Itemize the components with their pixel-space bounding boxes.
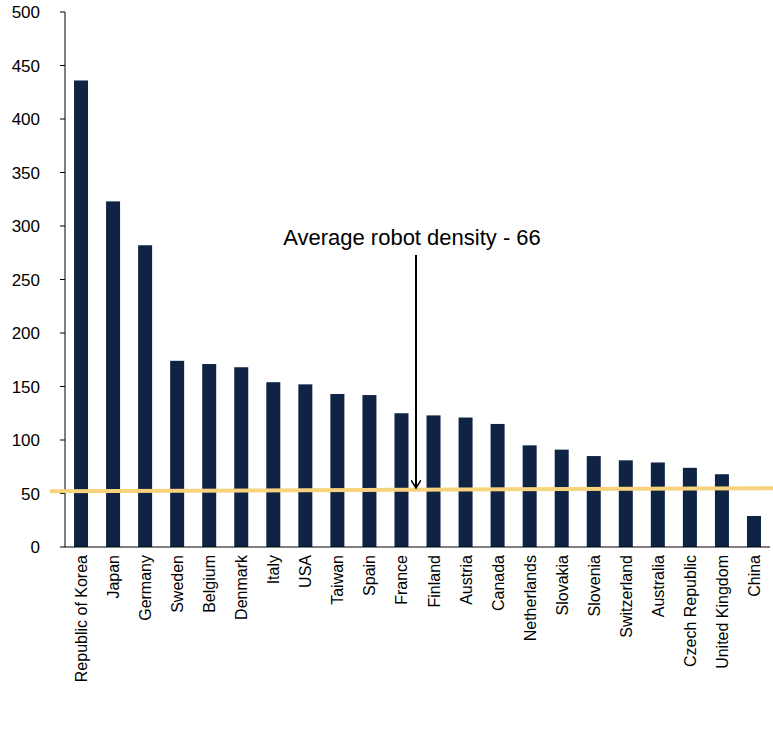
x-tick-label: Sweden: [169, 555, 186, 613]
bar: [330, 394, 344, 547]
y-tick: [60, 119, 65, 120]
x-tick-label: Netherlands: [522, 555, 539, 641]
reference-line: [50, 488, 773, 491]
y-tick: [60, 279, 65, 280]
x-tick-label: Czech Republic: [682, 555, 699, 667]
y-tick-label: 450: [12, 57, 40, 76]
y-tick: [60, 333, 65, 334]
x-tick-label: USA: [297, 555, 314, 588]
x-tick-label: Switzerland: [618, 555, 635, 638]
bar: [298, 384, 312, 547]
y-tick-label: 400: [12, 110, 40, 129]
bar: [362, 395, 376, 547]
x-axis: [65, 547, 770, 548]
y-tick: [60, 65, 65, 66]
annotation: Average robot density - 66: [283, 225, 541, 250]
x-tick-label: Germany: [137, 555, 154, 621]
y-tick: [60, 440, 65, 441]
bar: [394, 413, 408, 547]
y-tick-label: 200: [12, 324, 40, 343]
x-tick-label: Japan: [105, 555, 122, 599]
x-tick-label: Canada: [490, 555, 507, 611]
y-tick-label: 150: [12, 378, 40, 397]
x-tick-label: Italy: [265, 555, 282, 584]
y-tick-label: 0: [31, 538, 40, 557]
bar: [651, 462, 665, 547]
y-tick: [60, 226, 65, 227]
x-tick-label: Spain: [361, 555, 378, 596]
x-tick-label: France: [393, 555, 410, 605]
x-tick-label: Belgium: [201, 555, 218, 613]
y-tick-label: 500: [12, 3, 40, 22]
x-tick-label: Finland: [426, 555, 443, 607]
bar: [202, 364, 216, 547]
bar: [138, 245, 152, 547]
y-tick: [60, 547, 65, 548]
bar: [74, 80, 88, 547]
bar: [459, 418, 473, 547]
x-tick-label: United Kingdom: [714, 555, 731, 669]
y-tick-label: 50: [21, 485, 40, 504]
x-tick-label: Austria: [458, 555, 475, 605]
bar: [427, 415, 441, 547]
bar: [683, 468, 697, 547]
bar: [715, 474, 729, 547]
y-tick: [60, 172, 65, 173]
x-tick-label: Slovakia: [554, 555, 571, 616]
chart: 0 50 100 150 200 250 300 350 400 450 500 Republic o…: [0, 0, 773, 740]
y-tick-label: 300: [12, 217, 40, 236]
bar: [523, 445, 537, 547]
bar: [555, 450, 569, 547]
bar: [106, 201, 120, 547]
y-tick-label: 100: [12, 431, 40, 450]
x-tick-label: Denmark: [233, 554, 250, 620]
y-tick-label: 350: [12, 164, 40, 183]
bar: [266, 382, 280, 547]
x-tick-label: Slovenia: [586, 555, 603, 616]
x-tick-label: Taiwan: [329, 555, 346, 605]
bar: [491, 424, 505, 547]
bar: [587, 456, 601, 547]
bars: [74, 80, 761, 547]
bar: [170, 361, 184, 547]
x-tick-label: Republic of Korea: [73, 555, 90, 682]
annotation-arrow: [415, 255, 417, 488]
bar: [619, 460, 633, 547]
x-tick-label: China: [746, 555, 763, 597]
y-tick: [60, 12, 65, 13]
x-tick-label: Australia: [650, 555, 667, 617]
y-tick: [60, 386, 65, 387]
bar: [747, 516, 761, 547]
y-tick-label: 250: [12, 271, 40, 290]
bar: [234, 367, 248, 547]
